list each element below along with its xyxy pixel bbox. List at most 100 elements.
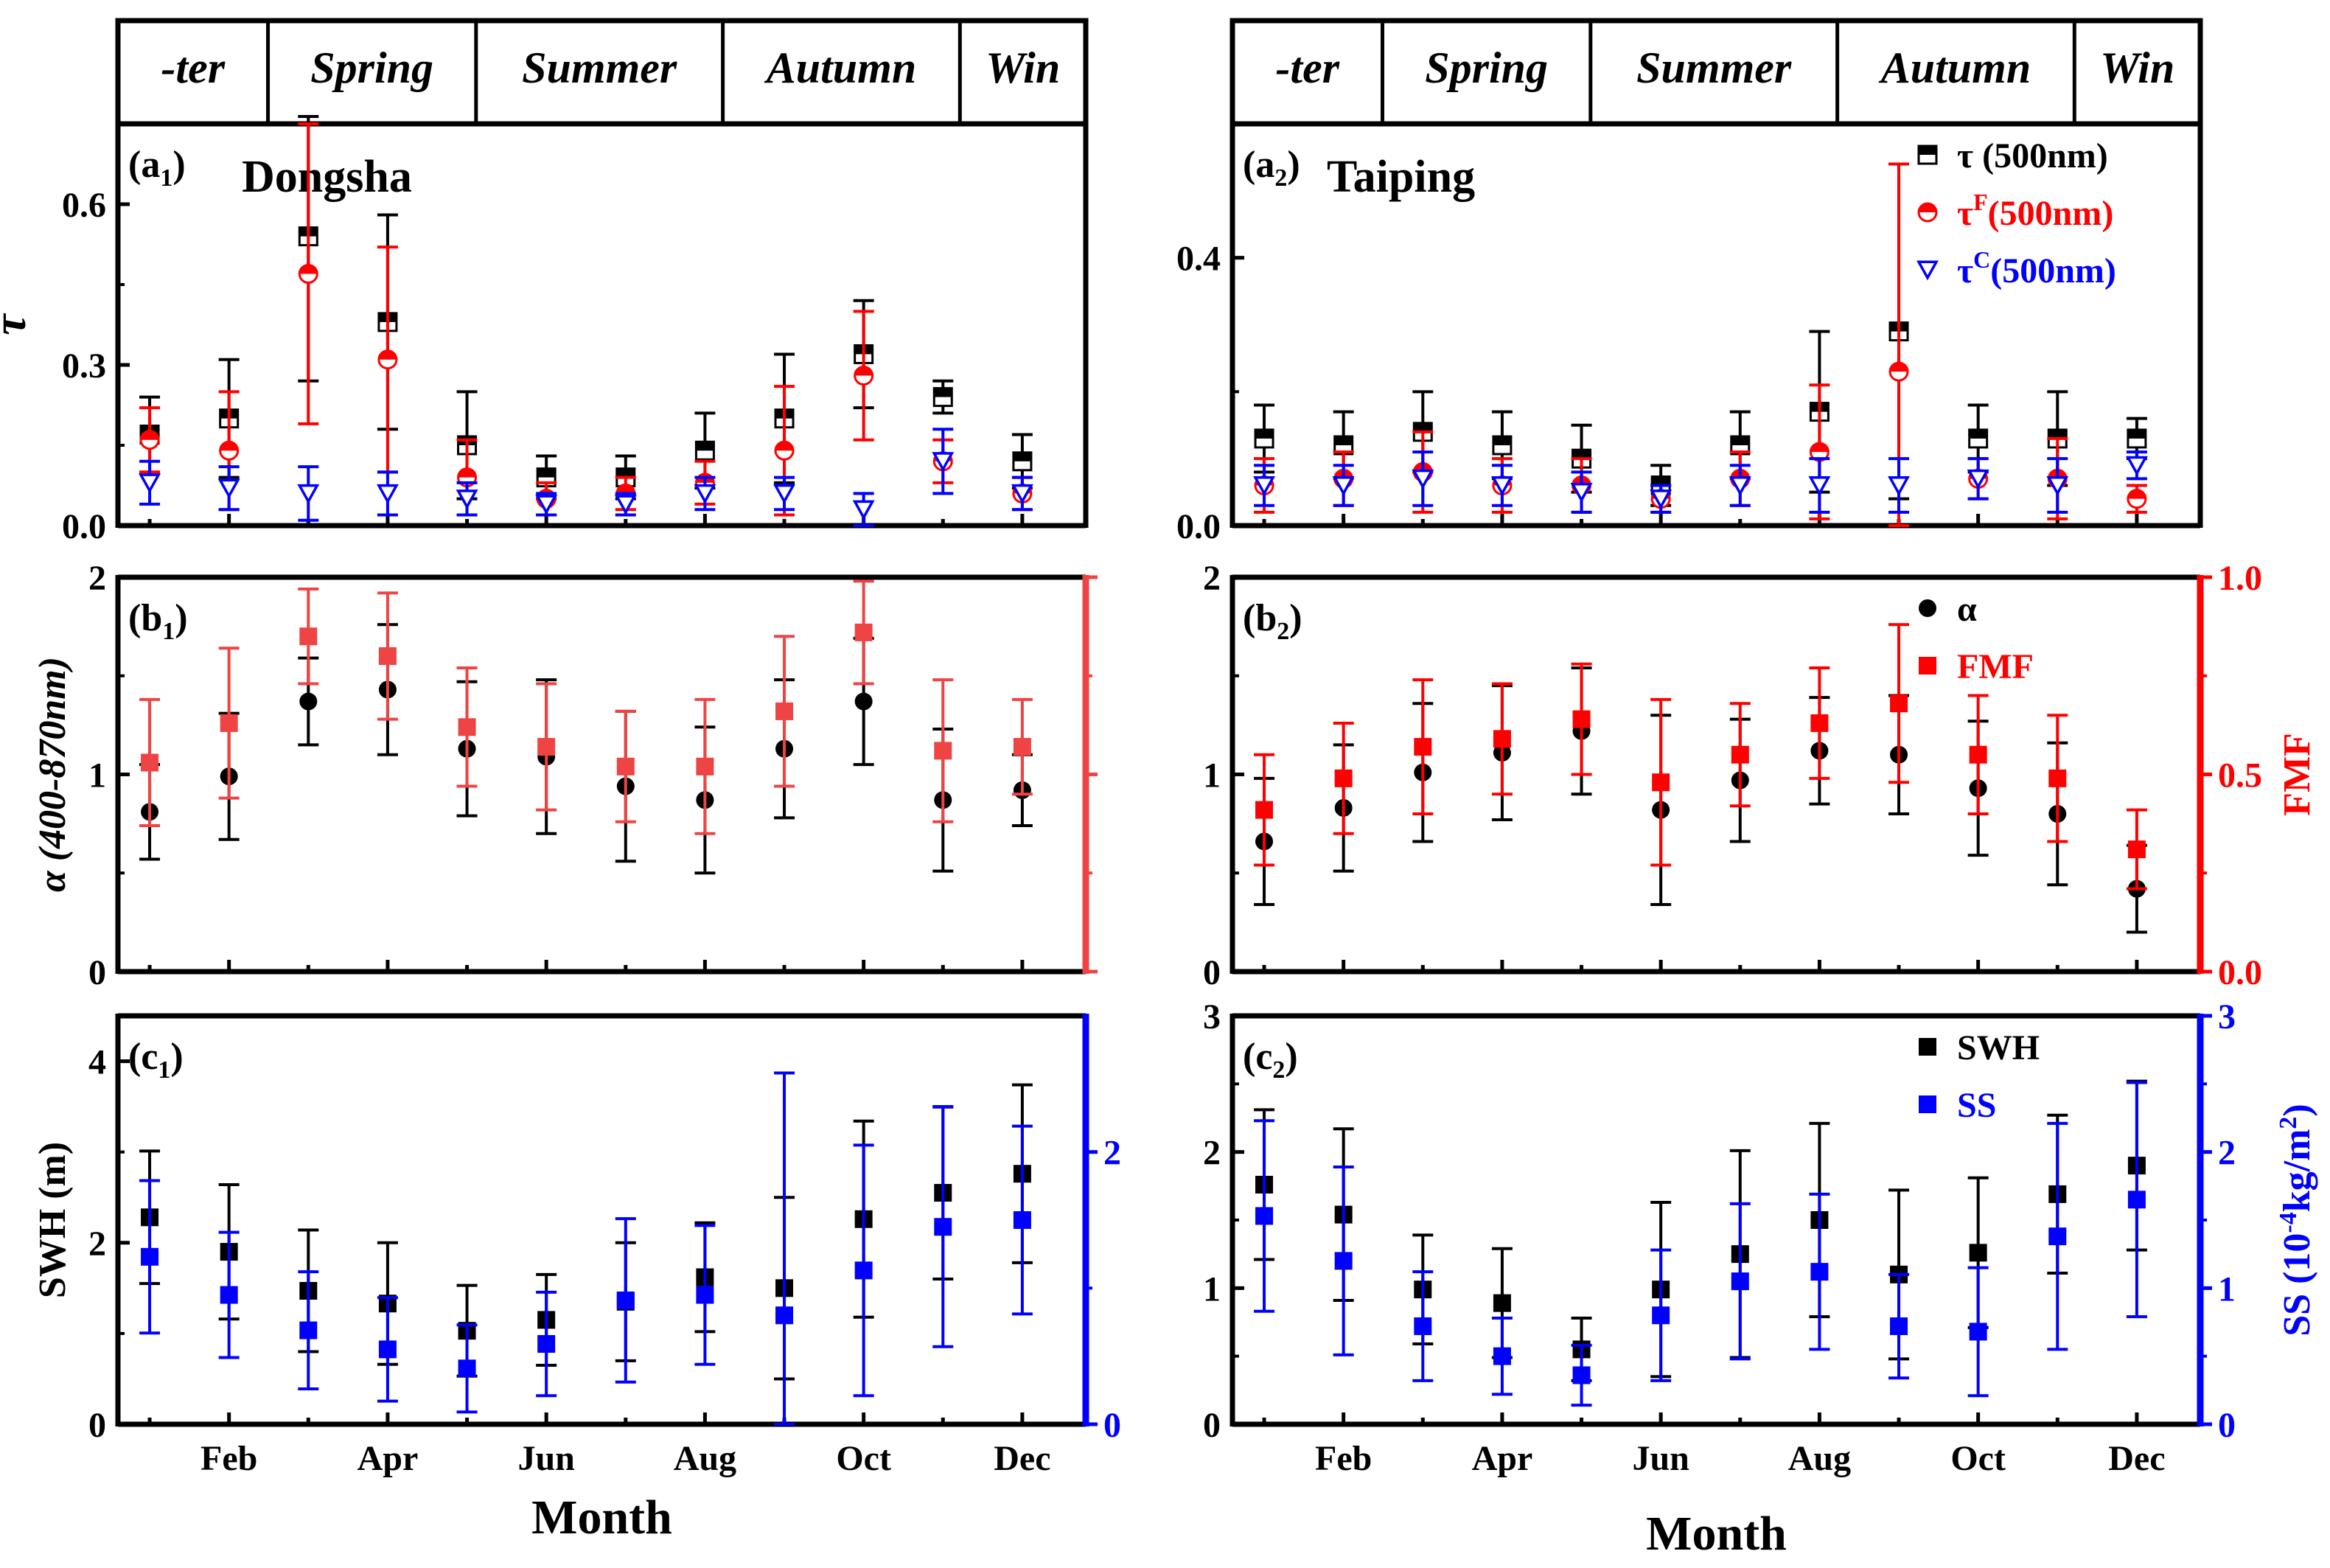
- data-point-marker: [376, 484, 399, 504]
- series-fmf: [1254, 623, 2147, 891]
- data-point-marker: [934, 742, 952, 760]
- data-point-marker: [1412, 469, 1434, 489]
- data-point-marker: [1650, 489, 1672, 510]
- panel-label-close: ): [170, 1036, 183, 1078]
- data-point-marker: [1011, 484, 1033, 504]
- data-point-marker: [1919, 1095, 1936, 1113]
- x-tick-label: Feb: [200, 1439, 257, 1478]
- data-point-marker: [299, 692, 318, 711]
- chart-panel-b1: 0 1 2 (b1) α (400-870nm): [32, 559, 1098, 992]
- y-tick-label: 1: [88, 756, 106, 795]
- y-axis-label: α (400-870nm): [32, 657, 74, 892]
- legend-label-text: SS: [1957, 1086, 1996, 1125]
- data-point-marker: [1652, 1306, 1670, 1325]
- data-point-marker: [2127, 1191, 2146, 1209]
- panel-label: (a1): [128, 144, 186, 192]
- season-label: Summer: [1636, 43, 1792, 92]
- y-tick-label: 2: [1203, 559, 1221, 598]
- x-tick-label: Feb: [1315, 1439, 1372, 1478]
- legend-label: τF(500nm): [1957, 189, 2113, 233]
- x-tick-label: Apr: [1472, 1439, 1533, 1478]
- panel-label-close: ): [175, 597, 187, 639]
- data-point-marker: [694, 484, 716, 504]
- data-point-marker-fill: [220, 442, 238, 451]
- data-point-marker: [1255, 801, 1274, 819]
- data-point-marker-fill: [537, 468, 556, 478]
- data-point-marker: [1810, 1263, 1829, 1281]
- data-point-marker: [1493, 1294, 1511, 1312]
- data-point-marker-fill: [1731, 436, 1749, 445]
- data-point-marker: [378, 1340, 397, 1359]
- legend-label-text: FMF: [1957, 647, 2034, 686]
- data-point-marker: [852, 500, 875, 520]
- data-point-marker: [537, 738, 556, 756]
- y-axis-label: τ: [0, 313, 35, 335]
- data-point-marker-fill: [854, 366, 873, 376]
- data-point-marker: [854, 1261, 873, 1280]
- data-point-marker: [1334, 769, 1353, 787]
- data-point-marker-fill: [1810, 443, 1829, 453]
- panel-label-letter: a: [1255, 144, 1274, 186]
- data-point-marker: [1919, 599, 1936, 617]
- legend-label: SS: [1957, 1086, 1996, 1125]
- series-ss: [1254, 1081, 2147, 1407]
- data-point-marker: [139, 473, 161, 494]
- y-tick-label: 2: [1203, 1134, 1221, 1173]
- data-point-marker: [1969, 1323, 1987, 1341]
- y-right-axis-label-close: ): [2276, 1104, 2318, 1116]
- season-bar-1: -ter Spring Summer Autumn Win: [115, 18, 1089, 127]
- data-point-marker: [1013, 738, 1031, 756]
- data-point-marker: [1493, 730, 1511, 748]
- legend-label: α: [1957, 590, 1977, 629]
- legend-label-suffix: (500nm): [1990, 251, 2116, 290]
- data-point-marker: [2046, 475, 2069, 496]
- data-point-marker-fill: [1652, 476, 1670, 486]
- chart-panel-b2: 0 1 2 0.0 0.5 1.0 (b2) FMF α FMF: [1203, 559, 2318, 992]
- y-tick-label: 0: [1203, 1406, 1221, 1445]
- chart-panel-a2: 0.00.4(a2) Taiping τ (500nm)τF(500nm)τC(50…: [1176, 121, 2203, 546]
- data-point-marker: [1890, 1317, 1908, 1336]
- data-point-marker: [696, 757, 714, 776]
- data-point-marker: [1255, 1207, 1274, 1225]
- data-point-marker: [775, 702, 794, 720]
- panel-label-letter: c: [141, 1036, 158, 1078]
- panel-label-sub: 2: [1272, 1056, 1285, 1084]
- data-point-marker: [696, 1286, 714, 1304]
- y-right-axis-label-text: FMF: [2276, 733, 2318, 816]
- y-right-tick-label: 2: [1103, 1134, 1121, 1173]
- y-right-axis-label: FMF: [2276, 733, 2318, 816]
- panel-label: (b1): [128, 597, 188, 645]
- season-label: Autumn: [764, 43, 916, 92]
- x-tick-label: Oct: [836, 1439, 891, 1478]
- y-right-axis-label-text: SS (10: [2276, 1233, 2318, 1337]
- data-point-marker-fill: [1919, 203, 1936, 212]
- x-tick-label: Jun: [1632, 1439, 1689, 1478]
- y-tick-label: 0: [88, 953, 106, 992]
- y-right-tick-label: 0: [2218, 1406, 2236, 1445]
- series-tauC: [139, 428, 1033, 527]
- data-point-marker-fill: [299, 265, 318, 274]
- panel-label-sub: 1: [162, 618, 175, 645]
- data-point-marker-fill: [1919, 146, 1936, 155]
- season-label: Autumn: [1878, 43, 2031, 92]
- data-point-marker: [1652, 773, 1670, 792]
- season-label: Summer: [522, 43, 677, 92]
- x-tick-label: Oct: [1950, 1439, 2006, 1478]
- data-point-marker: [854, 692, 873, 711]
- data-point-marker: [220, 1286, 238, 1304]
- data-point-marker-fill: [775, 442, 794, 451]
- data-point-marker: [1916, 260, 1939, 281]
- y-right-axis-label: SS (10-4kg/m2): [2275, 1104, 2318, 1337]
- panel-label-sub: 2: [1277, 618, 1289, 645]
- chart-root: -ter Spring Summer Autumn Win -ter Spring Summe…: [0, 18, 2318, 1561]
- data-point-marker-fill: [696, 442, 714, 451]
- x-tick-label: Dec: [994, 1439, 1050, 1478]
- panel-label-sub: 2: [1274, 164, 1287, 192]
- panel-label-letter: b: [141, 597, 162, 639]
- legend-label-text: τ (500nm): [1957, 136, 2108, 175]
- data-point-marker-fill: [1334, 436, 1353, 445]
- data-point-marker: [1888, 475, 1911, 496]
- panel-label-letter: a: [141, 144, 160, 186]
- data-point-marker: [1810, 714, 1829, 732]
- y-tick-label: 1: [1203, 756, 1221, 795]
